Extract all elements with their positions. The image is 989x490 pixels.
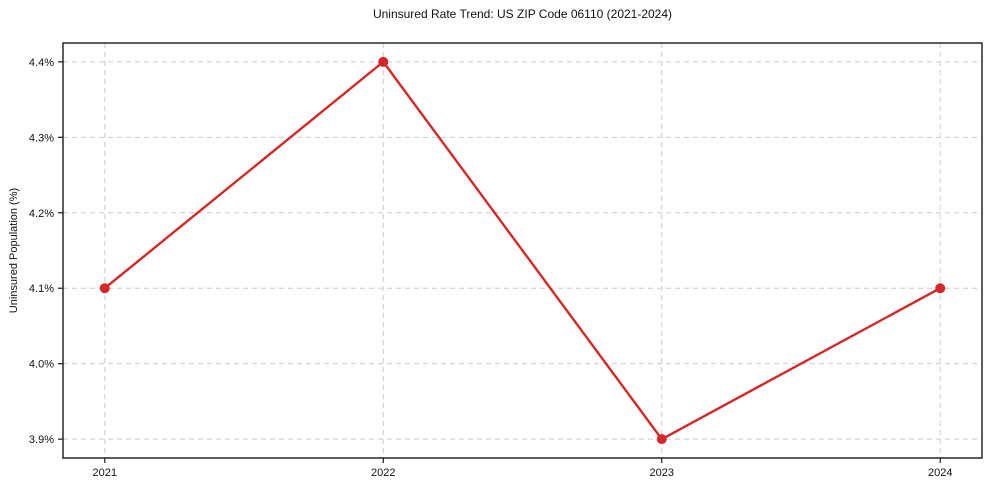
x-tick-label: 2021 (93, 467, 117, 479)
trend-line (103, 60, 942, 441)
data-point-marker (656, 434, 667, 445)
data-point-marker (99, 283, 110, 294)
y-tick-label: 3.9% (29, 434, 54, 446)
data-point-marker (935, 283, 946, 294)
x-tick-label: 2022 (371, 467, 395, 479)
y-tick-label: 4.2% (29, 208, 54, 220)
plot-border (62, 42, 983, 459)
y-tick-label: 4.4% (29, 57, 54, 69)
data-point-marker (378, 56, 389, 67)
x-tick-label: 2023 (650, 467, 674, 479)
chart-title: Uninsured Rate Trend: US ZIP Code 06110 … (372, 7, 673, 21)
y-tick-label: 4.1% (29, 283, 54, 295)
y-tick-label: 4.3% (29, 132, 54, 144)
x-tick-label: 2024 (928, 467, 952, 479)
y-tick-label: 4.0% (29, 359, 54, 371)
